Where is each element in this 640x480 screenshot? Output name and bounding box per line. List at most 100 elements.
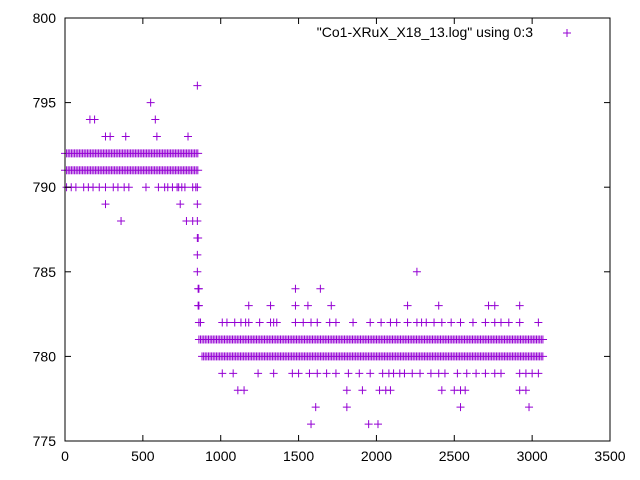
data-point [342,403,351,412]
data-point [291,301,300,310]
data-point [196,318,205,327]
data-point [193,250,202,259]
legend: "Co1-XRuX_X18_13.log" using 0:3 [317,24,571,40]
y-tick-label: 800 [33,10,57,26]
data-point [358,386,367,395]
data-point [386,386,395,395]
data-point [412,267,421,276]
data-point [456,403,465,412]
data-point [408,369,417,378]
data-point [342,386,351,395]
data-layer [61,81,548,429]
data-point [403,318,412,327]
data-point [316,284,325,293]
data-point [453,369,462,378]
legend-marker [563,29,571,37]
data-point [447,318,456,327]
data-point [184,132,193,141]
y-tick-label: 795 [33,95,57,111]
data-point [422,318,431,327]
data-point [193,267,202,276]
data-point [218,369,227,378]
data-band-791 [61,166,203,175]
data-point [521,386,530,395]
x-tick-labels: 0 500 1000 1500 2000 2500 3000 3500 [61,448,626,464]
data-point [515,318,524,327]
data-point [254,369,263,378]
x-tick-label: 0 [61,448,69,464]
data-point [311,403,320,412]
data-point [291,284,300,293]
data-point [525,403,534,412]
data-point [121,132,130,141]
data-point [71,183,80,192]
data-point [497,318,505,327]
data-point [193,200,202,209]
data-point [392,318,401,327]
data-point [462,369,471,378]
data-point [299,318,308,327]
data-point [266,301,275,310]
data-point [194,301,203,310]
y-tick-labels: 775 780 785 790 795 800 [33,10,57,449]
data-point [180,183,189,192]
data-point [101,200,110,209]
data-point [534,369,543,378]
data-point [497,369,505,378]
data-point [193,81,202,90]
ticks-layer [64,17,611,442]
data-point [331,369,340,378]
data-point [434,301,443,310]
data-point [355,369,364,378]
data-point [481,318,490,327]
data-point [377,318,386,327]
data-point [222,318,231,327]
data-point [515,301,524,310]
data-point [307,420,316,429]
legend-marker-plus [563,29,571,37]
data-point [366,318,375,327]
data-point [229,369,238,378]
legend-label: "Co1-XRuX_X18_13.log" using 0:3 [317,24,533,40]
data-point [272,318,281,327]
data-point [194,284,203,293]
data-point [141,183,150,192]
data-band-781 [194,335,548,344]
data-point [313,318,322,327]
data-point [440,369,449,378]
data-point [194,233,203,242]
data-point [349,318,358,327]
data-point [313,369,322,378]
y-tick-label: 780 [33,348,57,364]
data-point [461,386,470,395]
data-point [426,369,435,378]
data-point [327,301,336,310]
data-point [366,369,375,378]
y-tick-label: 775 [33,433,57,449]
data-point [152,132,161,141]
data-point [504,318,513,327]
data-point [294,369,303,378]
data-point [437,318,446,327]
data-point [101,183,110,192]
data-point [291,318,300,327]
data-point [106,132,115,141]
x-tick-label: 500 [131,448,155,464]
data-point [322,369,331,378]
x-tick-label: 3000 [517,448,548,464]
data-point [303,301,312,310]
data-point [117,217,126,226]
data-band-792 [61,149,203,158]
data-point [176,200,185,209]
data-point [124,183,133,192]
data-point [344,369,353,378]
data-point [416,369,425,378]
data-point [430,318,439,327]
data-point [255,318,264,327]
data-point [331,318,340,327]
data-point [490,301,499,310]
data-point [400,369,409,378]
data-point [468,318,477,327]
x-tick-label: 1500 [283,448,314,464]
